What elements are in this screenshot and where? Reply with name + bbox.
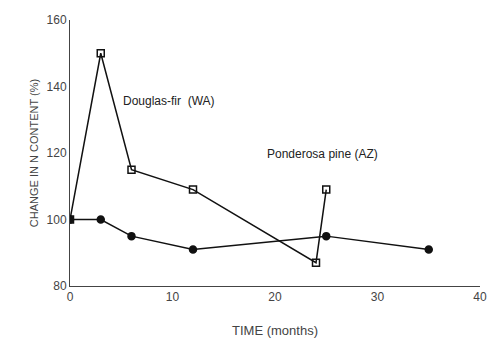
svg-text:40: 40 [473, 290, 487, 304]
svg-text:Douglas-fir (WA): Douglas-fir (WA) [123, 94, 215, 108]
svg-text:80: 80 [53, 279, 67, 293]
svg-text:30: 30 [371, 290, 385, 304]
svg-text:TIME (months): TIME (months) [232, 323, 318, 338]
svg-text:100: 100 [47, 213, 67, 227]
svg-text:CHANGE IN N CONTENT (%): CHANGE IN N CONTENT (%) [28, 79, 40, 227]
svg-text:160: 160 [47, 13, 67, 27]
svg-text:0: 0 [67, 290, 74, 304]
svg-text:10: 10 [166, 290, 180, 304]
svg-text:140: 140 [47, 80, 67, 94]
svg-text:120: 120 [47, 146, 67, 160]
svg-text:20: 20 [268, 290, 282, 304]
svg-text:Ponderosa pine (AZ): Ponderosa pine (AZ) [267, 147, 378, 161]
